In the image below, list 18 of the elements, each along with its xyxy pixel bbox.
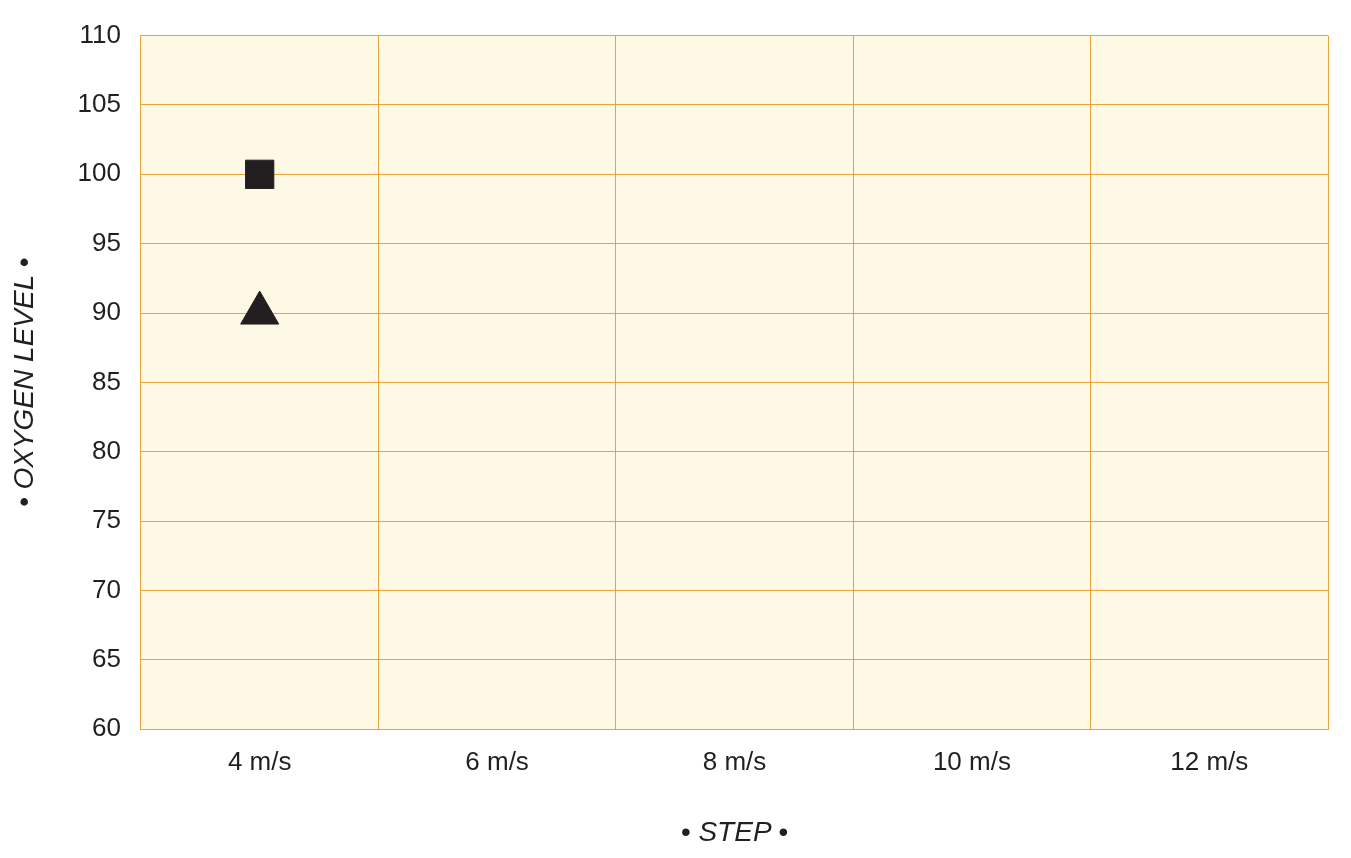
y-tick-label: 95 (92, 226, 121, 257)
y-tick-label: 80 (92, 434, 121, 465)
y-axis-title: • OXYGEN LEVEL • (7, 257, 39, 508)
x-tick-label: 12 m/s (1170, 745, 1249, 776)
y-tick-label: 60 (92, 712, 121, 743)
y-tick-label: 65 (92, 643, 121, 674)
y-tick-label: 105 (77, 88, 121, 119)
x-tick-label: 10 m/s (932, 745, 1011, 776)
y-tick-label: 90 (92, 296, 121, 327)
y-tick-label: 75 (92, 504, 121, 535)
x-tick-label: 4 m/s (227, 745, 292, 776)
x-tick-label: 8 m/s (702, 745, 767, 776)
y-tick-label: 110 (79, 18, 121, 49)
y-tick-label: 100 (77, 157, 121, 188)
y-tick-label: 85 (92, 365, 121, 396)
x-axis-title: • STEP • (680, 816, 789, 847)
x-tick-label: 6 m/s (465, 745, 529, 776)
y-tick-label: 70 (92, 573, 121, 604)
